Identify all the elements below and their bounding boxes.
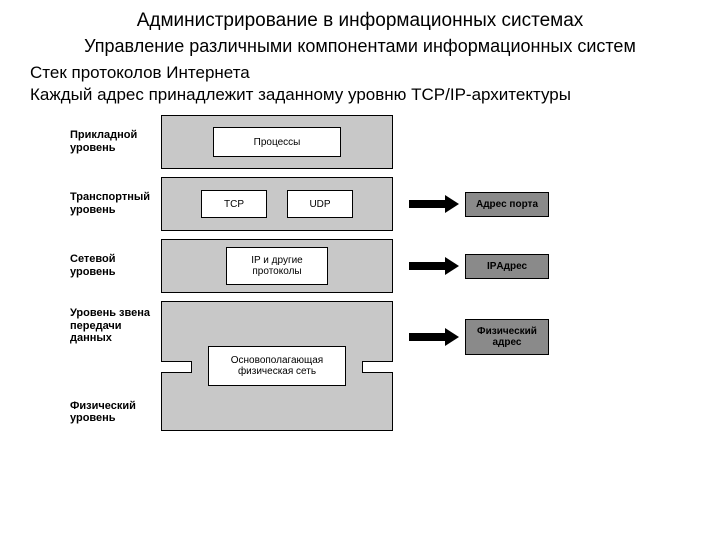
notch-right [362, 361, 393, 373]
layer-transport: Транспортный уровень TCP UDP Адрес порта [70, 177, 650, 231]
layer-label: Прикладной уровень [70, 129, 161, 154]
protocol-box-tcp: TCP [201, 190, 267, 218]
protocol-box: Процессы [213, 127, 341, 157]
arrow-wrap: Адрес порта [409, 192, 549, 217]
notch-left [161, 361, 192, 373]
layer-box: IP и другие протоколы [161, 239, 393, 293]
heading-2: Каждый адрес принадлежит заданному уровн… [30, 85, 700, 105]
address-box: IPАдрес [465, 254, 549, 279]
layer-application: Прикладной уровень Процессы [70, 115, 650, 169]
arrow-wrap: IPАдрес [409, 254, 549, 279]
protocol-box-udp: UDP [287, 190, 353, 218]
protocol-box-ip: IP и другие протоколы [226, 247, 328, 285]
layer-box: TCP UDP [161, 177, 393, 231]
layer-label: Транспортный уровень [70, 191, 161, 216]
address-box: Адрес порта [465, 192, 549, 217]
heading-1: Стек протоколов Интернета [30, 63, 700, 83]
layer-label-datalink: Уровень звена передачи данных [70, 301, 155, 351]
arrow-icon [409, 197, 459, 211]
protocol-box-physical-net: Основополагающая физическая сеть [208, 346, 346, 386]
layer-label: Сетевой уровень [70, 253, 161, 278]
layer-network: Сетевой уровень IP и другие протоколы IP… [70, 239, 650, 293]
merged-addr-col: Физический адрес [409, 301, 549, 431]
page-subtitle: Управление различными компонентами инфор… [20, 36, 700, 57]
layer-datalink-physical: Уровень звена передачи данных Физический… [70, 301, 650, 431]
arrow-icon [409, 259, 459, 273]
merged-labels: Уровень звена передачи данных Физический… [70, 301, 161, 431]
layer-box: Процессы [161, 115, 393, 169]
layer-box-merged: Основополагающая физическая сеть [161, 301, 393, 431]
layer-label-physical: Физический уровень [70, 394, 155, 431]
address-box: Физический адрес [465, 319, 549, 355]
arrow-icon [409, 330, 459, 344]
tcpip-diagram: Прикладной уровень Процессы Транспортный… [70, 115, 650, 431]
page-title: Администрирование в информационных систе… [20, 10, 700, 32]
arrow-wrap: Физический адрес [409, 319, 549, 355]
